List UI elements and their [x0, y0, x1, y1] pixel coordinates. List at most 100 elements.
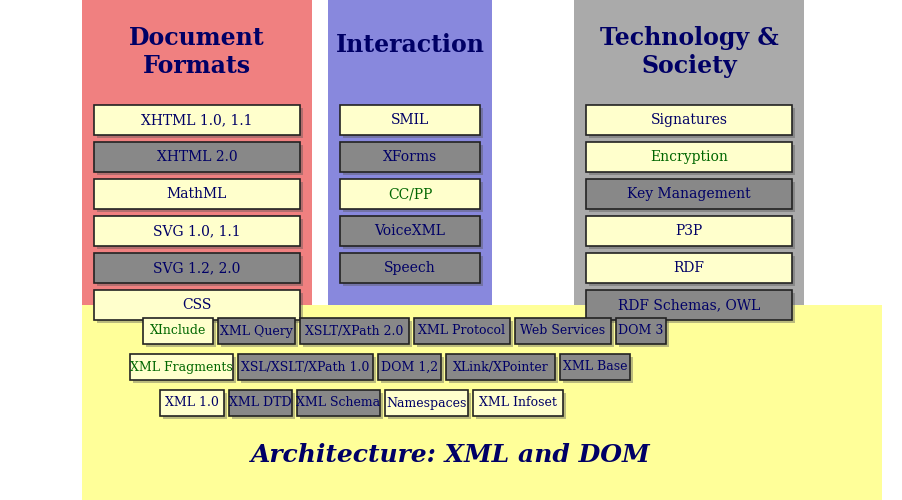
Text: P3P: P3P	[676, 224, 703, 238]
Text: CSS: CSS	[182, 298, 212, 312]
Bar	[446, 354, 555, 380]
Bar	[130, 354, 233, 380]
Bar	[97, 256, 303, 286]
Text: XHTML 2.0: XHTML 2.0	[157, 150, 237, 164]
Text: XML Schema: XML Schema	[297, 396, 381, 409]
Text: Technology &
Society: Technology & Society	[600, 26, 778, 78]
Bar	[563, 357, 633, 383]
Bar	[218, 318, 294, 344]
Text: VoiceXML: VoiceXML	[374, 224, 446, 238]
Bar	[378, 354, 441, 380]
Bar	[586, 290, 792, 320]
Text: Namespaces: Namespaces	[386, 396, 466, 409]
Bar	[615, 318, 666, 344]
Bar	[514, 318, 611, 344]
Bar	[133, 357, 235, 383]
Text: XSL/XSLT/XPath 1.0: XSL/XSLT/XPath 1.0	[241, 360, 369, 374]
Text: XLink/XPointer: XLink/XPointer	[453, 360, 548, 374]
Text: RDF Schemas, OWL: RDF Schemas, OWL	[618, 298, 760, 312]
Bar	[589, 256, 795, 286]
Text: Web Services: Web Services	[520, 324, 605, 338]
Text: XSLT/XPath 2.0: XSLT/XPath 2.0	[305, 324, 403, 338]
Bar	[473, 390, 563, 416]
Text: Speech: Speech	[384, 261, 436, 275]
Bar	[94, 142, 300, 172]
Bar	[97, 219, 303, 249]
Bar	[143, 318, 213, 344]
Text: XML DTD: XML DTD	[229, 396, 291, 409]
Bar	[221, 321, 298, 347]
Bar	[160, 390, 224, 416]
Bar	[163, 393, 226, 419]
Bar	[228, 390, 292, 416]
Bar	[300, 393, 383, 419]
Bar	[476, 393, 566, 419]
Bar	[343, 108, 483, 138]
Bar	[449, 357, 558, 383]
Bar	[589, 293, 795, 323]
Bar	[241, 357, 375, 383]
Bar	[619, 321, 669, 347]
Bar	[340, 179, 480, 209]
Text: SVG 1.2, 2.0: SVG 1.2, 2.0	[153, 261, 241, 275]
Bar	[94, 179, 300, 209]
Bar	[146, 321, 216, 347]
Text: XML Query: XML Query	[220, 324, 292, 338]
Bar	[586, 253, 792, 283]
Text: XHTML 1.0, 1.1: XHTML 1.0, 1.1	[142, 113, 253, 127]
Text: Interaction: Interaction	[336, 33, 484, 57]
Bar	[97, 293, 303, 323]
Bar	[94, 253, 300, 283]
Bar	[417, 321, 512, 347]
Bar	[297, 390, 380, 416]
Bar	[232, 393, 295, 419]
Bar	[343, 219, 483, 249]
Bar	[94, 105, 300, 135]
Text: SMIL: SMIL	[391, 113, 429, 127]
Bar	[328, 0, 492, 305]
Bar	[589, 219, 795, 249]
Bar	[381, 357, 444, 383]
Bar	[302, 321, 411, 347]
Text: RDF: RDF	[674, 261, 704, 275]
Text: DOM 1,2: DOM 1,2	[381, 360, 437, 374]
Bar	[97, 145, 303, 175]
Bar	[299, 318, 409, 344]
Bar	[82, 0, 312, 305]
Bar	[343, 145, 483, 175]
Bar	[586, 216, 792, 246]
Text: XML Protocol: XML Protocol	[418, 324, 505, 338]
Bar	[237, 354, 373, 380]
Bar	[94, 216, 300, 246]
Bar	[586, 179, 792, 209]
Bar	[385, 390, 468, 416]
Bar	[340, 142, 480, 172]
Bar	[574, 0, 804, 305]
Text: XML 1.0: XML 1.0	[165, 396, 218, 409]
Bar	[388, 393, 471, 419]
Bar	[560, 354, 630, 380]
Text: Document
Formats: Document Formats	[129, 26, 265, 78]
Bar	[589, 108, 795, 138]
Bar	[97, 108, 303, 138]
Bar	[413, 318, 510, 344]
Text: SVG 1.0, 1.1: SVG 1.0, 1.1	[153, 224, 241, 238]
Text: DOM 3: DOM 3	[618, 324, 664, 338]
Bar	[97, 182, 303, 212]
Text: Signatures: Signatures	[650, 113, 728, 127]
Bar	[589, 182, 795, 212]
Text: Architecture: XML and DOM: Architecture: XML and DOM	[251, 443, 651, 467]
Text: XML Base: XML Base	[563, 360, 627, 374]
Bar	[518, 321, 613, 347]
Text: XML Infoset: XML Infoset	[479, 396, 557, 409]
Text: Key Management: Key Management	[627, 187, 750, 201]
Text: XInclude: XInclude	[150, 324, 207, 338]
Bar	[343, 256, 483, 286]
Bar	[343, 182, 483, 212]
Bar	[340, 253, 480, 283]
Bar	[586, 105, 792, 135]
Text: XForms: XForms	[382, 150, 437, 164]
Text: MathML: MathML	[167, 187, 227, 201]
Bar	[340, 105, 480, 135]
Text: XML Fragments: XML Fragments	[130, 360, 233, 374]
